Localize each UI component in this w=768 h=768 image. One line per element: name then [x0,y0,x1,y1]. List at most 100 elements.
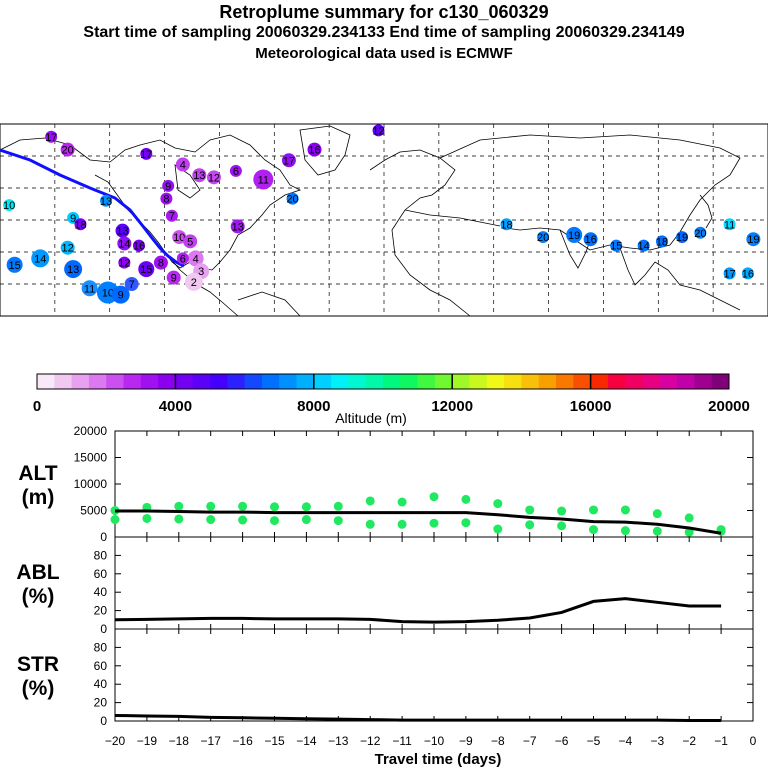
plume-day-label: 3 [198,266,204,278]
x-tick-label: −17 [201,734,222,748]
plume-day-label: 9 [171,273,177,285]
y-tick-label: 5000 [80,504,107,518]
plume-day-label: 8 [158,258,164,270]
alt-point-low [620,526,630,536]
sampling-times: Start time of sampling 20060329.234133 E… [83,24,685,41]
y-axis-label: STR [17,653,59,676]
plume-day-label: 10 [173,232,185,244]
alt-point-high [493,499,503,509]
altitude-colorbar: 0 4000 8000 12000 16000 20000 [33,373,750,415]
x-tick-label: −8 [491,734,505,748]
plume-marker [153,255,168,270]
alt-point-high [397,497,407,507]
plume-marker [566,226,583,243]
plume-marker [31,249,50,268]
plume-day-label: 15 [140,264,152,276]
colorbar-swatch [521,374,540,389]
colorbar-swatch [210,374,228,389]
alt-point-high [557,506,567,516]
panel-abl: 0 20 40 60 80 ABL(%) [16,536,754,636]
plume-day-label: 14 [638,241,650,253]
alt-point-low [557,521,567,531]
colorbar-tick-label: 12000 [431,398,473,415]
y-tick-label: 40 [94,585,108,599]
plume-day-label: 9 [165,181,171,193]
plume-marker [138,261,155,278]
alt-point-high [620,505,630,515]
plume-marker [746,232,761,247]
plume-marker [610,239,623,252]
alt-point-low [652,526,662,536]
alt-point-low [589,525,598,535]
alt-point-high [684,513,694,523]
north-america-coast [0,134,302,271]
colorbar-swatch [140,374,159,389]
plume-marker [172,230,187,245]
plume-marker [176,252,189,265]
south-america-coast [237,291,301,317]
plume-marker [117,236,132,251]
plume-day-label: 17 [723,268,735,280]
y-tick-label: 40 [94,677,108,691]
plume-marker [100,194,113,207]
alt-point-low [365,519,375,529]
x-tick-label: 0 [750,734,757,748]
colorbar-tick-label: 8000 [297,398,330,415]
colorbar-swatch [504,374,522,389]
colorbar-tick-label: 20000 [708,398,750,415]
colorbar-swatch [694,374,713,389]
colorbar-frame [36,373,730,390]
alt-point-low [333,516,343,526]
y-tick-label: 0 [100,530,107,544]
x-tick-label: −12 [360,734,381,748]
met-data-line: Meteorological data used is ECMWF [255,45,513,62]
plume-day-label: 18 [500,219,512,231]
plume-day-label: 16 [585,234,597,246]
colorbar-swatch [642,374,661,389]
plume-marker [192,168,207,183]
x-tick-label: −2 [682,734,696,748]
x-tick-label: −14 [296,734,317,748]
plume-marker [187,250,204,267]
plume-day-label: 17 [45,132,57,144]
plume-marker [723,267,736,280]
plume-marker [741,267,754,280]
colorbar-swatch [417,374,436,389]
y-tick-label: 60 [94,567,108,581]
plume-day-label: 10 [102,288,114,300]
plume-day-label: 19 [676,232,688,244]
colorbar-swatch [71,374,90,389]
x-tick-label: −11 [392,734,412,748]
plume-day-label: 7 [169,211,175,223]
colorbar-swatch [590,374,609,389]
y-tick-label: 80 [94,548,108,562]
y-tick-label: 0 [100,714,107,728]
plume-day-label: 20 [62,145,74,157]
plume-marker [6,256,23,273]
plume-marker [694,226,707,239]
x-tick-label: −15 [264,734,285,748]
plume-day-label: 15 [9,260,21,272]
alt-point-low [301,515,311,525]
plume-marker [676,231,689,244]
colorbar-swatch [279,374,297,389]
alt-point-high [429,492,439,502]
hudson-bay-coast [174,164,201,199]
colorbar-swatch [54,374,73,389]
alt-point-high [589,505,598,515]
plume-marker [81,280,98,297]
y-tick-label: 10000 [74,477,108,491]
plume-marker [537,231,550,244]
colorbar-swatch [625,374,643,389]
colorbar-swatch [37,374,55,389]
plume-marker [124,277,139,291]
plume-day-label: 19 [747,234,759,246]
plume-day-label: 20 [694,228,706,240]
alt-point-low [206,515,216,525]
plume-day-label: 13 [100,196,112,208]
plume-marker [307,142,322,157]
plume-day-label: 11 [84,283,95,295]
india-coast [559,229,593,269]
